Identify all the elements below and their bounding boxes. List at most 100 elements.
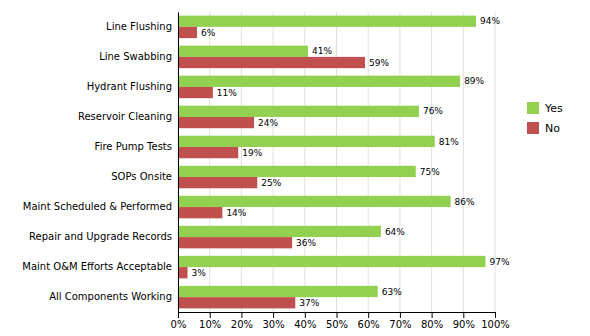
data-label: 63%: [382, 287, 402, 297]
tick-mark: [432, 312, 433, 318]
tick: 40%: [294, 312, 316, 330]
y-axis: Line Flushing Line Swabbing Hydrant Flushi…: [22, 13, 178, 313]
tick-label: Line Flushing: [106, 21, 172, 32]
tick: 60%: [358, 312, 380, 330]
tick: Hydrant Flushing: [87, 81, 172, 92]
legend: Yes No: [527, 102, 563, 135]
bar: [178, 147, 238, 158]
tick: 20%: [231, 312, 253, 330]
tick: 0%: [171, 312, 187, 330]
tick: 90%: [453, 312, 475, 330]
tick: 70%: [389, 312, 411, 330]
tick-label: 60%: [358, 319, 380, 330]
tick-label: Repair and Upgrade Records: [29, 231, 172, 242]
tick-mark: [495, 312, 496, 318]
tick-mark: [305, 312, 306, 318]
legend-item: Yes: [527, 102, 563, 115]
data-label: 41%: [312, 46, 332, 56]
bar-series: [178, 27, 365, 309]
data-label: 75%: [420, 167, 440, 177]
bar: [178, 256, 485, 267]
tick-label: Line Swabbing: [99, 51, 172, 62]
data-label: 37%: [299, 298, 319, 308]
bar: [178, 267, 188, 278]
bar: [178, 87, 213, 98]
data-label: 3%: [192, 268, 207, 278]
tick-label: Reservoir Cleaning: [78, 111, 172, 122]
tick: 80%: [421, 312, 443, 330]
plot: 0% 10% 20% 30% 40% 50% 60% 70% 80% 90% 100% Line Fl…: [22, 12, 563, 330]
legend-label: Yes: [544, 102, 563, 115]
bar: [178, 16, 476, 27]
bar: [178, 286, 378, 297]
tick-mark: [337, 312, 338, 318]
tick-label: 40%: [294, 319, 316, 330]
data-label: 64%: [385, 227, 405, 237]
bar: [178, 106, 419, 117]
tick: Fire Pump Tests: [95, 141, 172, 152]
data-label: 76%: [423, 106, 443, 116]
bar: [178, 46, 308, 57]
data-label: 81%: [439, 137, 459, 147]
tick-label: 80%: [421, 319, 443, 330]
data-label: 36%: [296, 238, 316, 248]
tick-label: 30%: [262, 319, 284, 330]
bar: [178, 136, 435, 147]
legend-item: No: [527, 122, 560, 135]
tick: Maint Scheduled & Performed: [23, 201, 172, 212]
bar-series: [178, 16, 485, 298]
tick: 10%: [199, 312, 221, 330]
data-label: 94%: [480, 16, 500, 26]
tick: 30%: [262, 312, 284, 330]
grid: [178, 12, 495, 312]
grid-line: [495, 12, 496, 312]
bar: [178, 226, 381, 237]
tick-mark: [273, 312, 274, 318]
data-labels: 94%41%89%76%81%75%86%64%97%63%6%59%11%24…: [192, 16, 510, 308]
tick-label: 90%: [453, 319, 475, 330]
tick: Maint O&M Efforts Acceptable: [22, 261, 172, 272]
tick-label: All Components Working: [49, 291, 172, 302]
bar: [178, 117, 254, 128]
tick: All Components Working: [49, 291, 172, 302]
bar: [178, 297, 295, 308]
tick-label: Hydrant Flushing: [87, 81, 172, 92]
tick-label: 10%: [199, 319, 221, 330]
data-label: 14%: [226, 208, 246, 218]
data-label: 59%: [369, 58, 389, 68]
grid-line: [178, 12, 179, 312]
axis-line: [178, 13, 179, 313]
tick: SOPs Onsite: [111, 171, 172, 182]
bar: [178, 237, 292, 248]
tick-label: Maint Scheduled & Performed: [23, 201, 172, 212]
tick: Reservoir Cleaning: [78, 111, 172, 122]
bar: [178, 76, 460, 87]
bar: [178, 196, 451, 207]
tick-mark: [210, 312, 211, 318]
data-label: 89%: [464, 76, 484, 86]
tick-label: 100%: [481, 319, 510, 330]
bars: [178, 16, 485, 309]
tick-mark: [368, 312, 369, 318]
tick-mark: [241, 312, 242, 318]
axis-line: [179, 313, 496, 319]
bar: [178, 207, 222, 218]
data-label: 97%: [489, 257, 509, 267]
tick-label: 50%: [326, 319, 348, 330]
tick: 50%: [326, 312, 348, 330]
tick: Line Flushing: [106, 21, 172, 32]
tick-mark: [400, 312, 401, 318]
data-label: 11%: [217, 88, 237, 98]
data-label: 19%: [242, 148, 262, 158]
bar: [178, 57, 365, 68]
tick: Line Swabbing: [99, 51, 172, 62]
bar: [178, 27, 197, 38]
tick-mark: [178, 312, 179, 318]
bar: [178, 177, 257, 188]
tick-label: 70%: [389, 319, 411, 330]
legend-label: No: [545, 122, 560, 135]
legend-swatch: [527, 122, 539, 134]
data-label: 6%: [201, 28, 216, 38]
tick-label: 20%: [231, 319, 253, 330]
data-label: 86%: [455, 197, 475, 207]
